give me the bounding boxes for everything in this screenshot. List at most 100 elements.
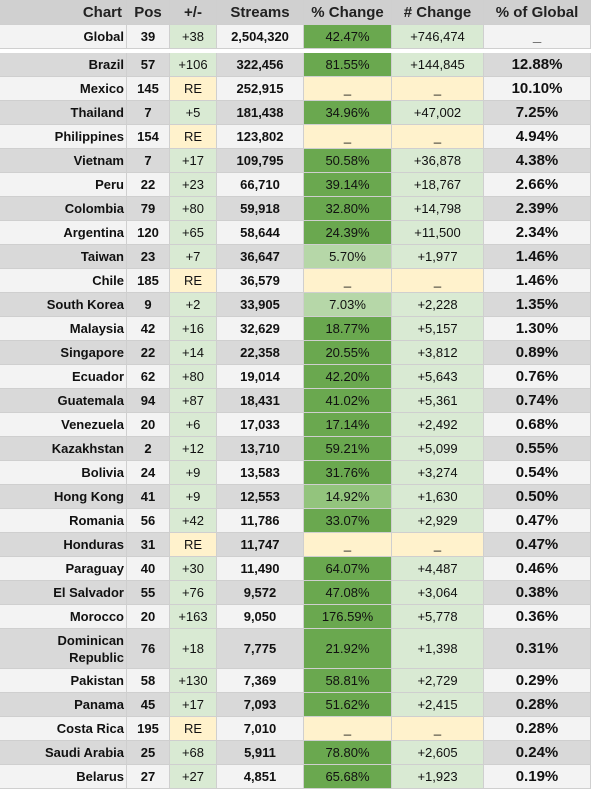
cell-pos: 20 [127,413,170,437]
cell-pct-change: 42.20% [304,365,392,389]
cell-streams: 9,050 [217,605,304,629]
cell-num-change: +3,812 [392,341,484,365]
cell-move: +9 [170,461,217,485]
cell-pct-change: 81.55% [304,53,392,77]
cell-chart: El Salvador [0,581,127,605]
cell-streams: 9,572 [217,581,304,605]
cell-streams: 252,915 [217,77,304,101]
cell-chart: Morocco [0,605,127,629]
cell-move: RE [170,77,217,101]
header-pct-change: % Change [304,0,392,25]
cell-share: 0.74% [484,389,591,413]
cell-chart: Dominican Republic [0,629,127,669]
cell-pos: 24 [127,461,170,485]
cell-pos: 7 [127,101,170,125]
table-row: Dominican Republic 76 +18 7,775 21.92% +1,398… [0,629,591,669]
cell-num-change: +5,157 [392,317,484,341]
cell-pct-change: 47.08% [304,581,392,605]
cell-num-change: +2,605 [392,741,484,765]
cell-num-change: +2,228 [392,293,484,317]
cell-move: +68 [170,741,217,765]
cell-pct-change: 20.55% [304,341,392,365]
table-row: Singapore 22 +14 22,358 20.55% +3,812 0.89% [0,341,591,365]
cell-num-change: +3,064 [392,581,484,605]
cell-chart: Panama [0,693,127,717]
cell-move: +23 [170,173,217,197]
cell-streams: 7,369 [217,669,304,693]
cell-pos: 195 [127,717,170,741]
cell-pct-change: 59.21% [304,437,392,461]
cell-share: 12.88% [484,53,591,77]
cell-streams: 19,014 [217,365,304,389]
cell-pct-change: 41.02% [304,389,392,413]
table-row: Honduras 31 RE 11,747 _ _ 0.47% [0,533,591,557]
table-row: Philippines 154 RE 123,802 _ _ 4.94% [0,125,591,149]
cell-chart: Brazil [0,53,127,77]
table-row: Paraguay 40 +30 11,490 64.07% +4,487 0.46% [0,557,591,581]
cell-move: +163 [170,605,217,629]
cell-chart: Philippines [0,125,127,149]
cell-pos: 154 [127,125,170,149]
cell-pct-change: _ [304,533,392,557]
cell-chart: Romania [0,509,127,533]
header-pos: Pos [127,0,170,25]
cell-chart: Malaysia [0,317,127,341]
cell-move: +130 [170,669,217,693]
table-row: Guatemala 94 +87 18,431 41.02% +5,361 0.74% [0,389,591,413]
cell-move: +30 [170,557,217,581]
cell-pct-change: _ [304,269,392,293]
cell-num-change: +4,487 [392,557,484,581]
table-row: Brazil 57 +106 322,456 81.55% +144,845 12.88% [0,53,591,77]
cell-streams: 22,358 [217,341,304,365]
cell-share: _ [484,25,591,49]
cell-chart: Argentina [0,221,127,245]
cell-share: 0.28% [484,693,591,717]
cell-streams: 11,747 [217,533,304,557]
cell-chart: Hong Kong [0,485,127,509]
cell-share: 1.46% [484,269,591,293]
cell-move: RE [170,533,217,557]
cell-chart: Paraguay [0,557,127,581]
cell-move: RE [170,269,217,293]
cell-chart: Venezuela [0,413,127,437]
cell-share: 0.19% [484,765,591,789]
cell-move: +80 [170,197,217,221]
cell-pos: 79 [127,197,170,221]
cell-chart: Thailand [0,101,127,125]
cell-num-change: +5,778 [392,605,484,629]
cell-streams: 32,629 [217,317,304,341]
cell-pct-change: _ [304,717,392,741]
cell-share: 0.28% [484,717,591,741]
table-row: Saudi Arabia 25 +68 5,911 78.80% +2,605 0.24% [0,741,591,765]
cell-num-change: +14,798 [392,197,484,221]
cell-chart: Ecuador [0,365,127,389]
cell-pct-change: 42.47% [304,25,392,49]
cell-pct-change: 33.07% [304,509,392,533]
cell-pos: 7 [127,149,170,173]
cell-num-change: +1,398 [392,629,484,669]
cell-move: +42 [170,509,217,533]
cell-pos: 9 [127,293,170,317]
cell-streams: 4,851 [217,765,304,789]
cell-streams: 322,456 [217,53,304,77]
cell-move: +76 [170,581,217,605]
table-row: El Salvador 55 +76 9,572 47.08% +3,064 0.38% [0,581,591,605]
cell-streams: 33,905 [217,293,304,317]
cell-pct-change: 51.62% [304,693,392,717]
cell-streams: 36,579 [217,269,304,293]
cell-pos: 56 [127,509,170,533]
table-row: Thailand 7 +5 181,438 34.96% +47,002 7.25% [0,101,591,125]
cell-streams: 11,786 [217,509,304,533]
header-num-change: # Change [392,0,484,25]
table-row: Ecuador 62 +80 19,014 42.20% +5,643 0.76% [0,365,591,389]
cell-move: +6 [170,413,217,437]
table-row: Kazakhstan 2 +12 13,710 59.21% +5,099 0.55% [0,437,591,461]
cell-share: 4.38% [484,149,591,173]
cell-num-change: +36,878 [392,149,484,173]
cell-pct-change: _ [304,125,392,149]
cell-move: +17 [170,693,217,717]
cell-chart: Vietnam [0,149,127,173]
cell-pct-change: 39.14% [304,173,392,197]
cell-pct-change: 65.68% [304,765,392,789]
table-row: Belarus 27 +27 4,851 65.68% +1,923 0.19% [0,765,591,789]
